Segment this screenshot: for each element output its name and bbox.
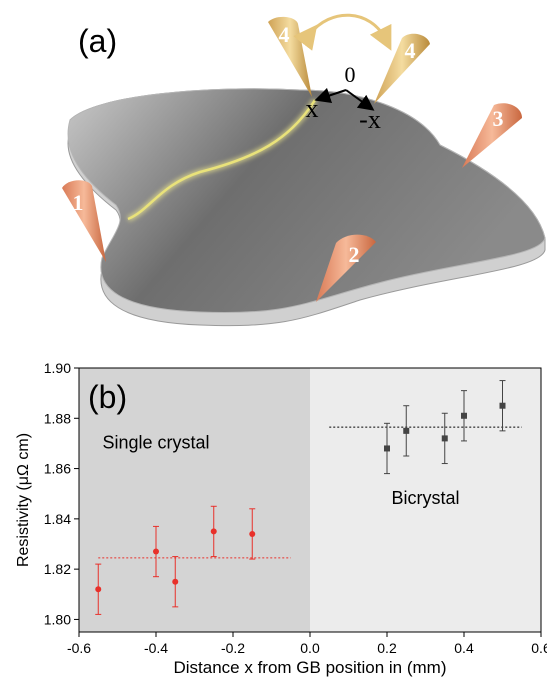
neg-x-label: -x xyxy=(359,105,381,134)
data-point xyxy=(499,402,506,409)
probe-2: 2 xyxy=(316,234,376,302)
y-tick-label: 1.90 xyxy=(44,360,71,376)
axis-x-arrow xyxy=(314,87,347,104)
panel-a-schematic: 1 2 3 4 4 0 x -x (a) xyxy=(62,13,546,327)
x-label: x xyxy=(306,94,319,123)
probe-4-right: 4 xyxy=(374,33,430,104)
probe-3: 3 xyxy=(462,103,522,168)
origin-label: 0 xyxy=(345,62,356,87)
data-point xyxy=(249,530,256,537)
probe-3-label: 3 xyxy=(493,106,504,131)
probe-swap-arrow xyxy=(293,13,392,51)
data-point xyxy=(384,445,390,452)
y-tick-label: 1.84 xyxy=(44,511,71,527)
panel-a-label: (a) xyxy=(78,23,117,59)
y-axis-label: Resistivity (μΩ cm) xyxy=(15,433,32,567)
probe-4-left-label: 4 xyxy=(279,22,290,47)
y-tick-label: 1.80 xyxy=(44,611,71,627)
probe-4-right-label: 4 xyxy=(405,38,416,63)
data-point xyxy=(461,412,467,419)
probe-1-label: 1 xyxy=(73,190,84,215)
chart-regions xyxy=(79,368,541,632)
probe-4-left: 4 xyxy=(268,16,312,97)
x-tick-label: -0.2 xyxy=(221,640,245,656)
axis-neg-x-arrow xyxy=(345,89,375,111)
data-points xyxy=(95,402,506,593)
probe-1: 1 xyxy=(62,180,106,262)
y-tick-label: 1.86 xyxy=(44,461,71,477)
data-point xyxy=(95,586,102,593)
region-label-2: Bicrystal xyxy=(391,488,459,508)
region-1 xyxy=(79,368,310,632)
x-tick-label: 0.4 xyxy=(454,640,474,656)
data-point xyxy=(153,548,159,555)
x-tick-label: -0.4 xyxy=(144,640,168,656)
y-tick-label: 1.88 xyxy=(44,410,71,426)
resistivity-chart: Single crystal Bicrystal -0.6 -0.4 -0.2 0.0 0… xyxy=(15,360,547,677)
x-axis-ticks: -0.6 -0.4 -0.2 0.0 0.2 0.4 0.6 xyxy=(67,632,547,656)
data-point xyxy=(210,528,217,535)
x-tick-label: 0.0 xyxy=(300,640,320,656)
region-labels: Single crystal Bicrystal xyxy=(102,432,459,507)
x-axis-label: Distance x from GB position in (mm) xyxy=(173,658,446,677)
region-label-1: Single crystal xyxy=(102,432,209,452)
panel-b-label: (b) xyxy=(88,379,127,415)
y-axis-ticks: 1.80 1.82 1.84 1.86 1.88 1.90 xyxy=(44,360,79,627)
probe-2-label: 2 xyxy=(349,242,360,267)
mean-lines xyxy=(98,426,522,559)
data-point xyxy=(172,578,179,585)
y-tick-label: 1.82 xyxy=(44,561,71,577)
data-point xyxy=(403,427,410,434)
x-tick-label: -0.6 xyxy=(67,640,91,656)
x-tick-label: 0.6 xyxy=(531,640,547,656)
x-tick-label: 0.2 xyxy=(377,640,397,656)
data-point xyxy=(441,435,448,442)
